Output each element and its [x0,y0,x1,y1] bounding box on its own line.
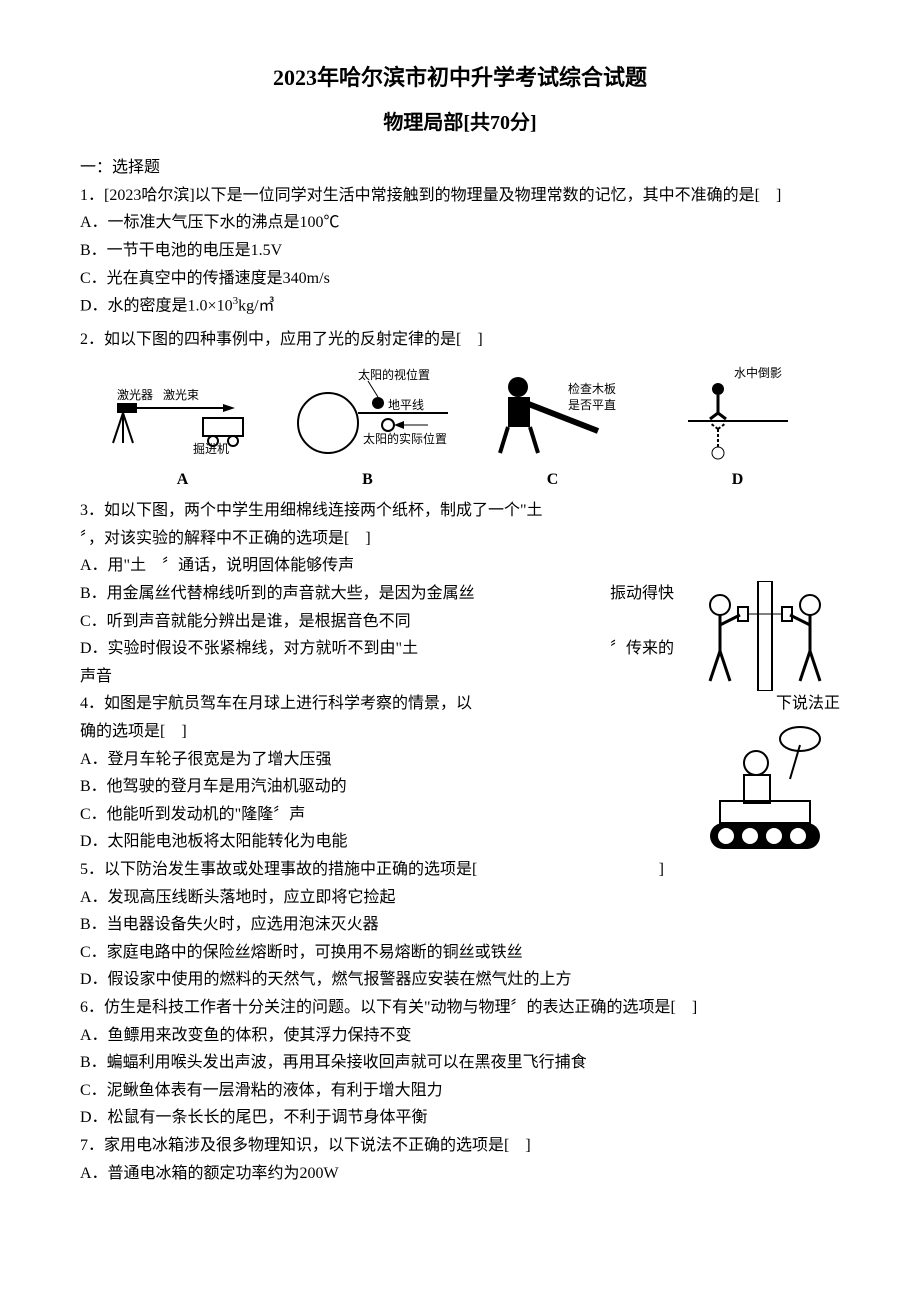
cup-phone-diagram-icon [690,581,840,691]
q1-opt-d: D．水的密度是1.0×103kg/㎥ [80,293,840,319]
q5-opt-c: C．家庭电路中的保险丝熔断时，可换用不易熔断的铜丝或铁丝 [80,940,840,966]
fig-c-label-1: 检查木板 [568,381,616,396]
q6-opt-c: C．泥鳅鱼体表有一层滑粘的液体，有利于增大阻力 [80,1078,840,1104]
q3-b-pre: B．用金属丝代替棉线听到的声音就大些，是因为金属丝 [80,585,475,602]
q5-stem-pre: 5．以下防治发生事故或处理事故的措施中正确的选项是[ [80,861,477,878]
q6-opt-a: A．鱼鳔用来改变鱼的体积，使其浮力保持不变 [80,1023,840,1049]
fig-c-label-2: 是否平直 [568,398,616,412]
lunar-rover-diagram-icon [680,719,840,869]
fig-b-label-1: 太阳的视位置 [358,367,430,382]
q4-stem-post: 下说法正 [776,691,840,717]
q2-fig-b: 太阳的视位置 地平线 太阳的实际位置 [275,363,460,463]
q2-fig-a: 激光器 激光束 掘进机 [90,363,275,463]
fig-a-label-1: 激光器 [117,388,153,402]
water-reflection-diagram-icon: 水中倒影 [678,363,798,463]
q2-label-b: B [275,467,460,493]
q1-d-pre: D．水的密度是1.0×10 [80,297,233,314]
q3-b-post: 振动得快 [610,581,674,607]
q2-diagrams: 激光器 激光束 掘进机 太阳的视位置 地平线 [80,363,840,463]
check-board-diagram-icon: 检查木板 是否平直 [478,363,628,463]
q1-stem: 1．[2023哈尔滨]以下是一位同学对生活中常接触到的物理量及物理常数的记忆，其… [80,183,840,209]
q3-d-post: 〞传来的 [610,636,674,662]
sun-refraction-diagram-icon: 太阳的视位置 地平线 太阳的实际位置 [278,363,458,463]
q1-opt-a: A．一标准大气压下水的沸点是100℃ [80,210,840,236]
q3-stem-a: 3．如以下图，两个中学生用细棉线连接两个纸杯，制成了一个"土 [80,498,840,524]
q2-diagram-labels: A B C D [80,467,840,493]
fig-a-label-2: 激光束 [163,388,199,402]
q2-stem: 2．如以下图的四种事例中，应用了光的反射定律的是[ ] [80,327,840,353]
fig-b-label-3: 太阳的实际位置 [363,431,447,446]
q5-opt-b: B．当电器设备失火时，应选用泡沫灭火器 [80,912,840,938]
page-subtitle: 物理局部[共70分] [80,107,840,139]
q4-stem-line1: 4．如图是宇航员驾车在月球上进行科学考察的情景，以 下说法正 [80,691,840,717]
q5-opt-a: A．发现高压线断头落地时，应立即将它捡起 [80,885,840,911]
q3-stem-b: 〞，对该实验的解释中不正确的选项是[ ] [80,526,840,552]
fig-b-label-2: 地平线 [388,398,424,412]
q2-label-c: C [460,467,645,493]
q7-stem: 7．家用电冰箱涉及很多物理知识，以下说法不正确的选项是[ ] [80,1133,840,1159]
q3-d-pre: D．实验时假设不张紧棉线，对方就听不到由"土 [80,640,418,657]
q7-opt-a: A．普通电冰箱的额定功率约为200W [80,1161,840,1187]
laser-diagram-icon: 激光器 激光束 掘进机 [103,363,263,463]
q5-stem-post: ] [659,857,664,883]
fig-a-label-3: 掘进机 [193,441,229,456]
q6-stem: 6．仿生是科技工作者十分关注的问题。以下有关"动物与物理〞的表达正确的选项是[ … [80,995,840,1021]
q1-opt-c: C．光在真空中的传播速度是340m/s [80,266,840,292]
section-1-heading: 一：选择题 [80,155,840,181]
q3-block: 3．如以下图，两个中学生用细棉线连接两个纸杯，制成了一个"土 〞，对该实验的解释… [80,498,840,719]
q4-block: 确的选项是[ ] A．登月车轮子很宽是为了增大压强 B．他驾驶的登月车是用汽油机… [80,719,840,912]
fig-d-label-1: 水中倒影 [734,365,782,380]
q1-opt-b: B．一节干电池的电压是1.5V [80,238,840,264]
q5-opt-d: D．假设家中使用的燃料的天然气，燃气报警器应安装在燃气灶的上方 [80,967,840,993]
q3-opt-a: A．用"土 〞通话，说明固体能够传声 [80,553,840,579]
q4-stem-pre: 4．如图是宇航员驾车在月球上进行科学考察的情景，以 [80,695,472,712]
page-title: 2023年哈尔滨市初中升学考试综合试题 [80,60,840,95]
q2-label-a: A [90,467,275,493]
q6-opt-b: B．蝙蝠利用喉头发出声波，再用耳朵接收回声就可以在黑夜里飞行捕食 [80,1050,840,1076]
q2-fig-c: 检查木板 是否平直 [460,363,645,463]
q6-opt-d: D．松鼠有一条长长的尾巴，不利于调节身体平衡 [80,1105,840,1131]
q2-label-d: D [645,467,830,493]
q2-fig-d: 水中倒影 [645,363,830,463]
q1-d-post: kg/㎥ [238,297,274,314]
